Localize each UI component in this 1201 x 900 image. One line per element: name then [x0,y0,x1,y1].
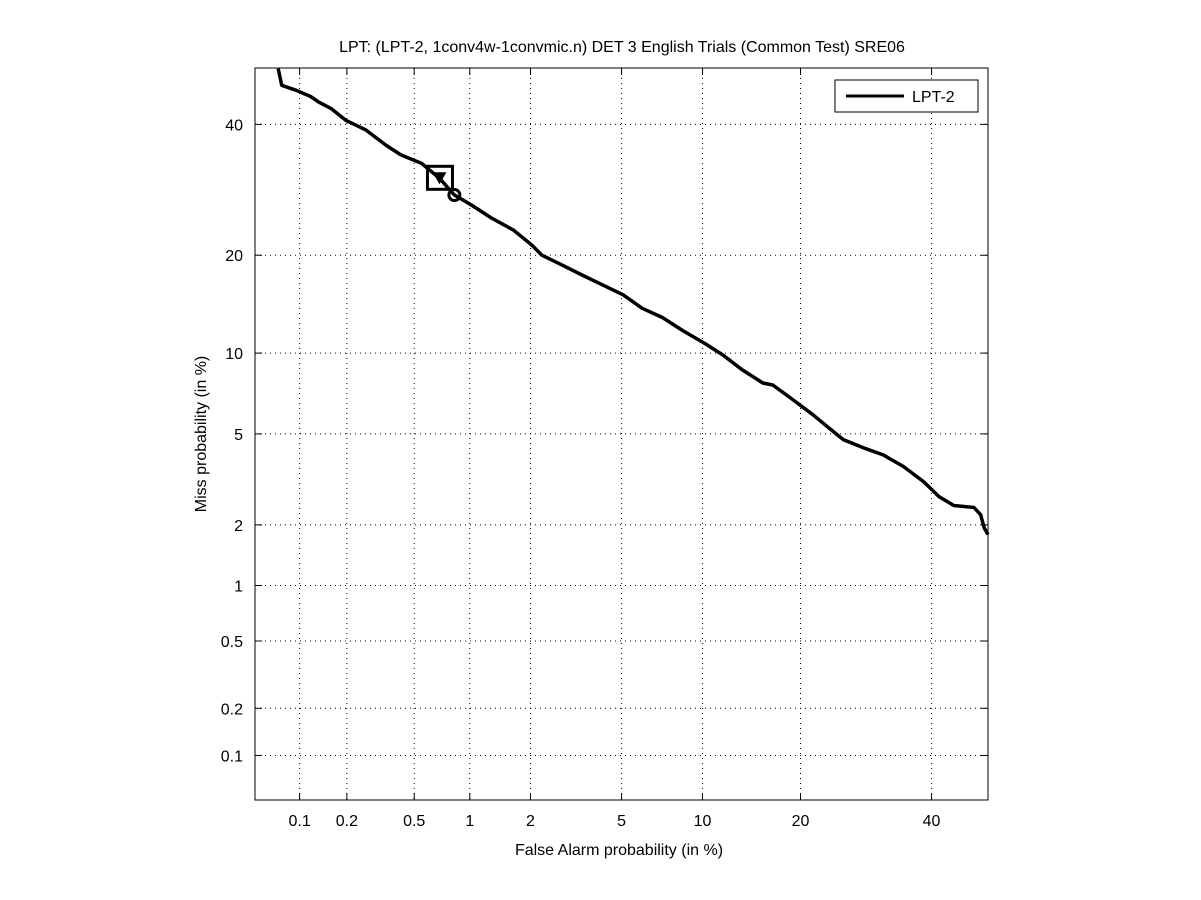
grid [255,68,988,800]
x-axis-label: False Alarm probability (in %) [515,842,723,859]
y-tick-label: 40 [225,117,243,134]
y-tick-label: 20 [225,248,243,265]
chart-title: LPT: (LPT-2, 1conv4w-1convmic.n) DET 3 E… [339,39,905,56]
x-tick-label: 0.2 [336,813,358,830]
y-tick-label: 10 [225,346,243,363]
y-axis-label: Miss probability (in %) [193,356,210,512]
y-tick-label: 1 [234,579,243,596]
y-tick-label: 0.1 [221,748,243,765]
legend: LPT-2 [834,79,979,113]
y-tick-label: 2 [234,518,243,535]
legend-label: LPT-2 [912,89,955,106]
y-tick-label: 0.2 [221,701,243,718]
circle-marker [447,188,462,203]
x-axis: 0.1 0.2 0.5 1 2 5 10 20 40 [288,68,941,830]
x-tick-label: 2 [526,813,535,830]
x-tick-label: 20 [792,813,810,830]
y-tick-label: 5 [234,427,243,444]
x-tick-label: 5 [617,813,626,830]
det-curve-lpt-2 [276,68,990,536]
square-marker [425,164,454,191]
x-tick-label: 40 [923,813,941,830]
y-tick-label: 0.5 [221,634,243,651]
markers-layer [425,164,462,203]
x-tick-label: 0.5 [403,813,425,830]
series-layer [276,68,990,536]
triangle-marker [432,172,447,185]
x-tick-label: 1 [465,813,474,830]
x-tick-label: 0.1 [288,813,310,830]
x-tick-label: 10 [694,813,712,830]
y-axis: 0.1 0.2 0.5 1 2 5 10 20 40 [221,117,988,765]
